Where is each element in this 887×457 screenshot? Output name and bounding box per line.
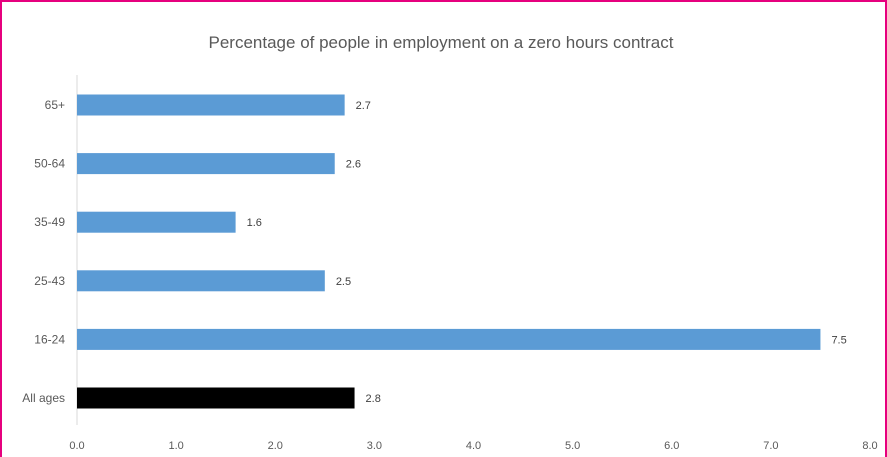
x-tick-labels: 0.0 1.0 2.0 3.0 4.0 5.0 6.0 7.0 8.0 <box>69 440 877 452</box>
x-tick-label-5: 5.0 <box>565 440 580 452</box>
category-label-50-64: 50-64 <box>34 157 65 171</box>
x-tick-label-8: 8.0 <box>862 440 877 452</box>
category-label-65: 65+ <box>45 98 65 112</box>
data-label-25-43: 2.5 <box>336 276 351 288</box>
x-tick-label-0: 0.0 <box>69 440 84 452</box>
chart-title: Percentage of people in employment on a … <box>209 33 674 52</box>
bar-16-24 <box>77 328 821 350</box>
data-label-50-64: 2.6 <box>346 159 361 171</box>
category-label-16-24: 16-24 <box>34 332 65 346</box>
x-tick-label-2: 2.0 <box>268 440 283 452</box>
data-label-16-24: 7.5 <box>831 334 846 346</box>
x-tick-label-3: 3.0 <box>367 440 382 452</box>
bar-65 <box>77 94 345 116</box>
data-label-all-ages: 2.8 <box>366 393 381 405</box>
x-tick-label-4: 4.0 <box>466 440 481 452</box>
bars-group: 65+ 2.7 50-64 2.6 35-49 1.6 25-43 2.5 16-24 7.5 Al… <box>22 94 847 409</box>
bar-50-64 <box>77 153 335 175</box>
category-label-all-ages: All ages <box>22 391 65 405</box>
bar-25-43 <box>77 270 325 292</box>
data-label-65: 2.7 <box>356 100 371 112</box>
bar-all-ages <box>77 387 355 409</box>
x-tick-label-1: 1.0 <box>168 440 183 452</box>
x-tick-label-7: 7.0 <box>763 440 778 452</box>
data-label-35-49: 1.6 <box>247 217 262 229</box>
bar-35-49 <box>77 211 236 233</box>
category-label-25-43: 25-43 <box>34 274 65 288</box>
category-label-35-49: 35-49 <box>34 215 65 229</box>
x-tick-label-6: 6.0 <box>664 440 679 452</box>
